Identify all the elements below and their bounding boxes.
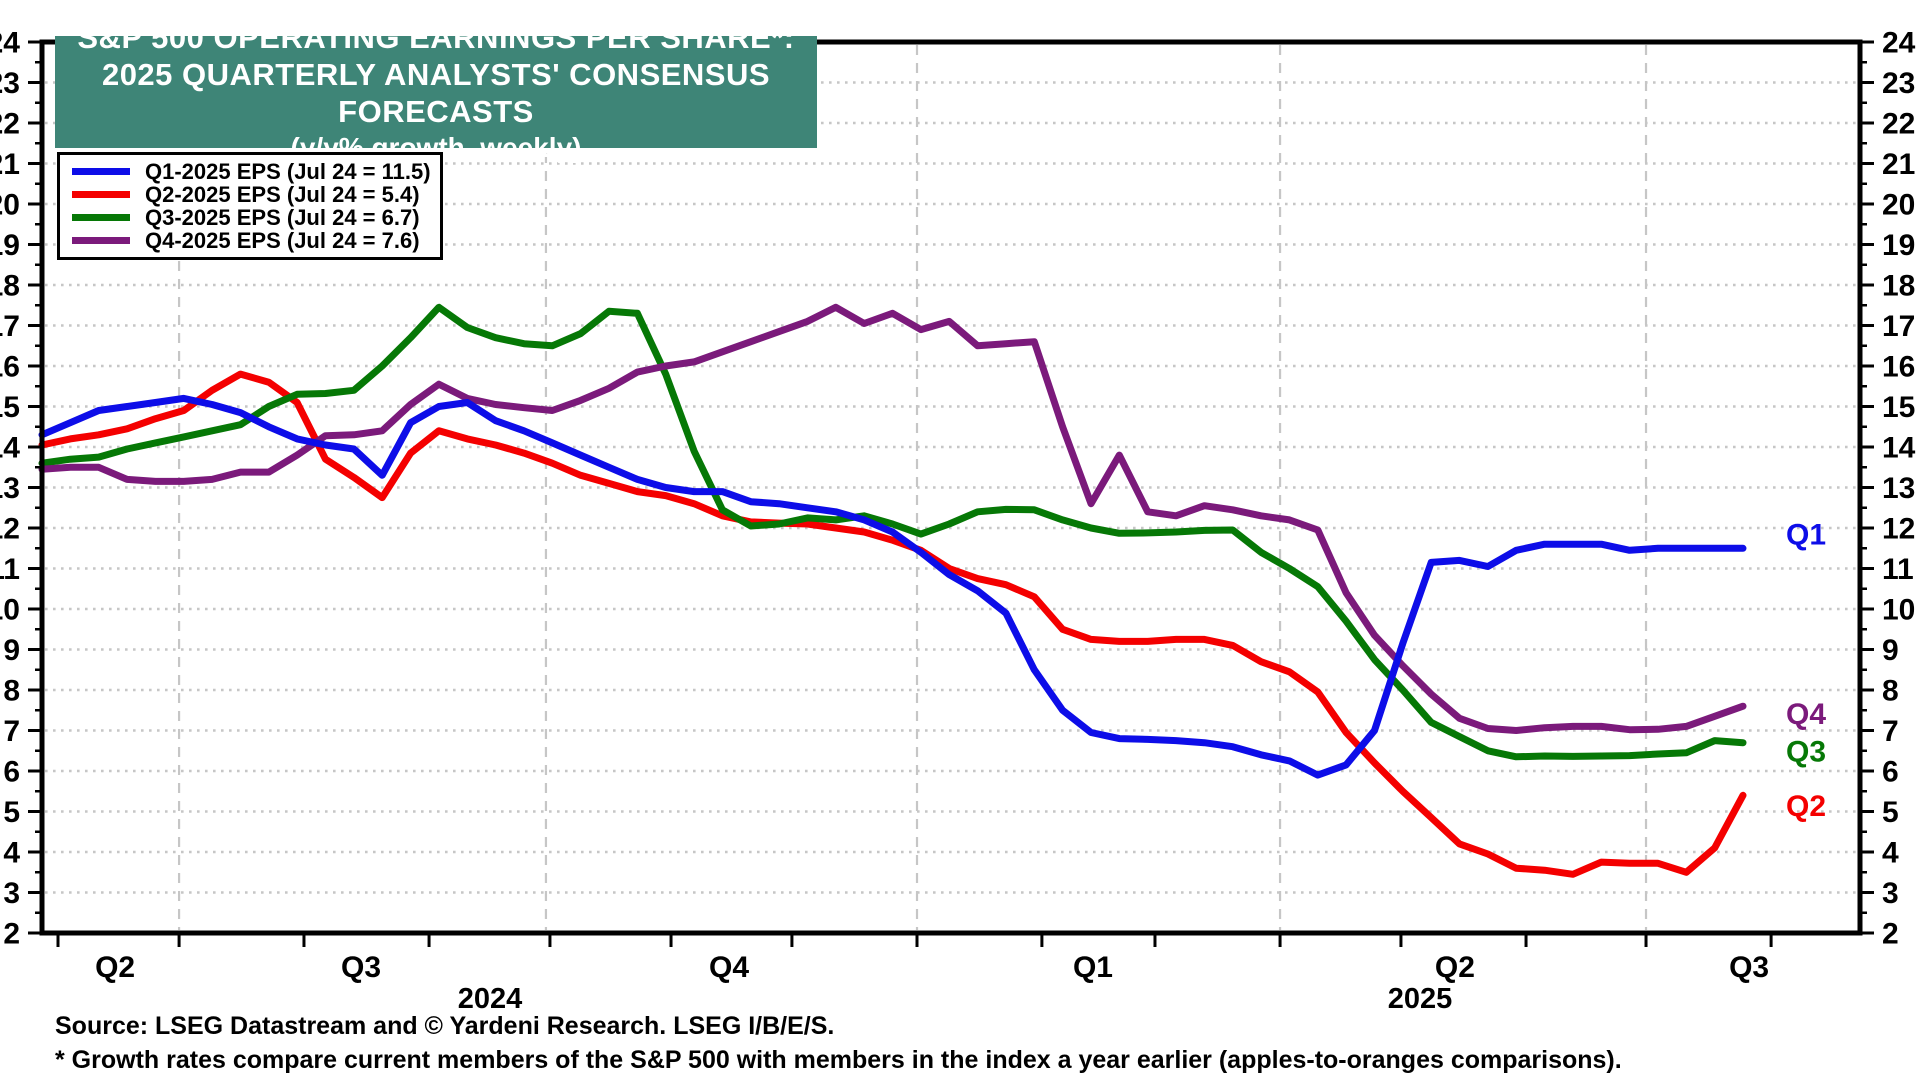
chart-title-line2: 2025 QUARTERLY ANALYSTS' CONSENSUS FOREC… [101, 57, 771, 129]
y-axis-label-right: 15 [1882, 391, 1915, 424]
y-axis-label-left: 24 [0, 27, 20, 60]
y-axis-label-left: 23 [0, 67, 20, 100]
y-axis-label-left: 5 [3, 796, 20, 829]
y-axis-label-left: 16 [0, 351, 20, 384]
x-axis-quarter-label: Q2 [95, 951, 135, 984]
source-text: Source: LSEG Datastream and © Yardeni Re… [55, 1012, 835, 1040]
line-end-label-q3: Q3 [1786, 735, 1826, 768]
y-axis-label-right: 18 [1882, 270, 1915, 303]
legend-item-q2: Q2-2025 EPS (Jul 24 = 5.4) [72, 181, 432, 207]
y-axis-label-right: 8 [1882, 675, 1899, 708]
line-end-label-q1: Q1 [1786, 519, 1826, 552]
y-axis-label-right: 19 [1882, 229, 1915, 262]
y-axis-label-right: 3 [1882, 877, 1899, 910]
y-axis-label-right: 2 [1882, 918, 1899, 951]
legend-label-q3: Q3-2025 EPS (Jul 24 = 6.7) [145, 204, 420, 230]
series-line-q1 [38, 394, 1747, 779]
legend-swatch-q1-icon [72, 168, 130, 175]
y-axis-label-right: 21 [1882, 148, 1915, 181]
line-end-label-q4: Q4 [1786, 698, 1826, 731]
y-axis-label-right: 16 [1882, 351, 1915, 384]
legend-label-q1: Q1-2025 EPS (Jul 24 = 11.5) [145, 158, 431, 184]
y-axis-label-left: 18 [0, 270, 20, 303]
y-axis-label-left: 12 [0, 513, 20, 546]
y-axis-label-right: 12 [1882, 513, 1915, 546]
series-line-q3 [38, 303, 1747, 761]
series-line-q4 [38, 303, 1747, 734]
y-axis-label-left: 14 [0, 432, 20, 465]
y-axis-label-left: 2 [3, 918, 20, 951]
y-axis-label-right: 6 [1882, 756, 1899, 789]
y-axis-label-left: 9 [3, 634, 20, 667]
x-axis-quarter-label: Q2 [1435, 951, 1475, 984]
y-axis-label-right: 23 [1882, 67, 1915, 100]
line-end-label-q2: Q2 [1786, 790, 1826, 823]
legend-swatch-q4-icon [72, 237, 130, 244]
y-axis-label-right: 9 [1882, 634, 1899, 667]
y-axis-label-right: 11 [1882, 553, 1914, 586]
y-axis-label-right: 13 [1882, 472, 1915, 505]
legend-swatch-q2-icon [72, 191, 130, 198]
x-axis-quarter-label: Q4 [709, 951, 749, 984]
legend-label-q4: Q4-2025 EPS (Jul 24 = 7.6) [145, 227, 420, 253]
y-axis-label-left: 10 [0, 594, 20, 627]
legend-label-q2: Q2-2025 EPS (Jul 24 = 5.4) [145, 181, 420, 207]
y-axis-label-right: 4 [1882, 837, 1899, 870]
x-axis-quarter-label: Q3 [1729, 951, 1769, 984]
y-axis-label-right: 10 [1882, 594, 1915, 627]
y-axis-label-left: 3 [3, 877, 20, 910]
y-axis-label-right: 22 [1882, 108, 1915, 141]
legend-item-q1: Q1-2025 EPS (Jul 24 = 11.5) [72, 158, 432, 184]
y-axis-label-left: 22 [0, 108, 20, 141]
footnote-text: * Growth rates compare current members o… [55, 1046, 1622, 1074]
x-axis-year-label: 2024 [458, 983, 523, 1015]
y-axis-label-left: 17 [0, 310, 20, 343]
legend-item-q4: Q4-2025 EPS (Jul 24 = 7.6) [72, 227, 432, 253]
y-axis-label-left: 6 [3, 756, 20, 789]
x-axis-quarter-label: Q1 [1073, 951, 1113, 984]
y-axis-label-left: 11 [0, 553, 20, 586]
y-axis-label-right: 17 [1882, 310, 1915, 343]
y-axis-label-left: 13 [0, 472, 20, 505]
y-axis-label-left: 7 [3, 715, 20, 748]
series-line-q2 [38, 370, 1747, 878]
y-axis-label-right: 7 [1882, 715, 1899, 748]
y-axis-label-left: 4 [3, 837, 20, 870]
x-axis-year-label: 2025 [1388, 983, 1453, 1015]
y-axis-label-right: 20 [1882, 189, 1915, 222]
legend-item-q3: Q3-2025 EPS (Jul 24 = 6.7) [72, 204, 432, 230]
legend-swatch-q3-icon [72, 214, 130, 221]
y-axis-label-right: 24 [1882, 27, 1916, 60]
y-axis-label-right: 5 [1882, 796, 1899, 829]
y-axis-label-left: 19 [0, 229, 20, 262]
y-axis-label-left: 8 [3, 675, 20, 708]
x-axis-quarter-label: Q3 [341, 951, 381, 984]
y-axis-label-left: 21 [0, 148, 20, 181]
y-axis-label-left: 20 [0, 189, 20, 222]
chart-title-box: S&P 500 OPERATING EARNINGS PER SHARE*: 2… [55, 20, 817, 163]
chart-legend: Q1-2025 EPS (Jul 24 = 11.5) Q2-2025 EPS … [57, 152, 443, 260]
y-axis-label-left: 15 [0, 391, 20, 424]
chart-title-line1: S&P 500 OPERATING EARNINGS PER SHARE*: [77, 20, 795, 55]
y-axis-label-right: 14 [1882, 432, 1916, 465]
